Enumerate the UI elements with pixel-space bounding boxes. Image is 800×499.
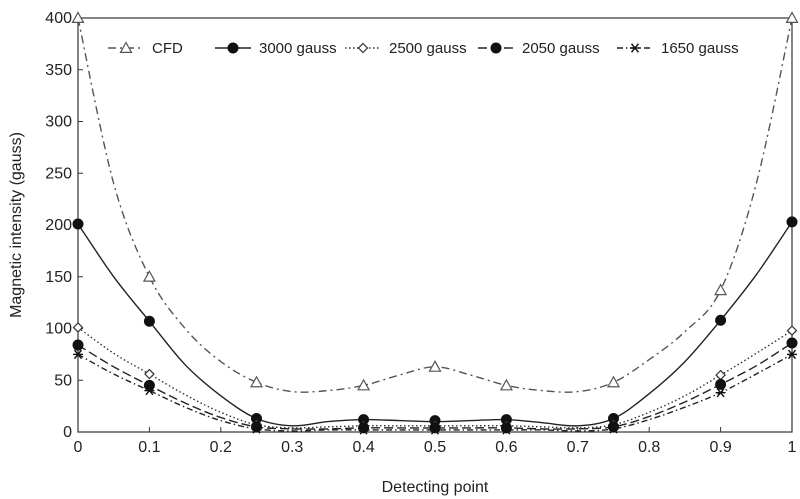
data-point [714, 283, 728, 296]
y-tick-label: 100 [45, 321, 72, 338]
series-line [77, 17, 793, 393]
data-point [715, 369, 726, 381]
legend: CFD 3000 gauss 2500 gauss 2050 gauss 1650 ga… [108, 40, 739, 57]
series-2500-gauss [72, 322, 798, 432]
data-point [251, 424, 262, 434]
series-line [77, 353, 793, 432]
data-point [72, 339, 84, 351]
series-line [77, 342, 793, 430]
x-tick-label: 0.1 [138, 439, 160, 456]
data-point [72, 322, 84, 333]
y-axis: 0 50 100 150 200 250 300 350 400 [45, 10, 83, 441]
legend-label: 3000 gauss [259, 40, 337, 57]
y-axis-title: Magnetic intensity (gauss) [8, 132, 25, 318]
legend-marker [119, 41, 133, 54]
series-layer [71, 11, 799, 435]
legend-marker [630, 43, 640, 53]
x-tick-label: 0.7 [567, 439, 589, 456]
series-line [77, 326, 793, 429]
x-tick-label: 0.2 [210, 439, 232, 456]
data-point [144, 385, 155, 396]
x-axis: 0 0.1 0.2 0.3 0.4 0.5 0.6 0.7 0.8 0.9 1 [74, 427, 797, 456]
data-point [358, 422, 370, 434]
data-point [787, 349, 797, 360]
legend-label: 1650 gauss [661, 40, 739, 57]
series-3000-gauss [72, 216, 798, 427]
data-point [499, 378, 513, 391]
series-line [77, 221, 793, 427]
data-point [785, 11, 799, 23]
data-point [501, 425, 512, 435]
y-tick-label: 250 [45, 165, 72, 182]
data-point [500, 422, 512, 434]
y-tick-label: 50 [54, 372, 72, 389]
data-point [71, 11, 85, 23]
data-point [143, 315, 155, 327]
x-tick-label: 0.3 [281, 439, 303, 456]
legend-label: CFD [152, 40, 183, 57]
data-point [606, 375, 621, 388]
data-point [251, 421, 262, 433]
data-point [357, 378, 371, 391]
x-tick-label: 1 [788, 439, 797, 456]
data-point [715, 387, 726, 398]
legend-item: 2050 gauss [478, 40, 600, 57]
legend-label: 2050 gauss [522, 40, 600, 57]
data-point [608, 421, 619, 433]
legend-marker [357, 42, 369, 54]
series-1650-gauss [73, 349, 797, 435]
data-point [430, 425, 440, 435]
legend-item: 2500 gauss [345, 40, 467, 57]
data-point [715, 378, 727, 390]
data-point [72, 218, 84, 230]
series-cfd [71, 11, 799, 393]
legend-item: CFD [108, 40, 183, 57]
data-point [143, 379, 155, 391]
data-point [428, 360, 442, 372]
x-tick-label: 0 [74, 439, 83, 456]
x-tick-label: 0.5 [424, 439, 446, 456]
x-tick-label: 0.8 [638, 439, 660, 456]
y-tick-label: 200 [45, 217, 72, 234]
legend-item: 3000 gauss [215, 40, 337, 57]
x-tick-label: 0.9 [709, 439, 731, 456]
y-tick-label: 150 [45, 269, 72, 286]
data-point [249, 375, 264, 388]
data-point [608, 424, 619, 434]
data-point [358, 425, 369, 435]
y-tick-label: 400 [45, 10, 72, 27]
y-tick-label: 300 [45, 114, 72, 131]
x-tick-label: 0.4 [352, 439, 374, 456]
x-tick-label: 0.6 [495, 439, 517, 456]
data-point [786, 337, 798, 349]
y-tick-label: 0 [63, 424, 72, 441]
data-point [142, 270, 156, 282]
legend-marker [227, 42, 239, 54]
data-point [786, 325, 798, 336]
legend-item: 1650 gauss [617, 40, 739, 57]
x-axis-title: Detecting point [382, 479, 489, 496]
legend-marker [490, 42, 502, 54]
data-point [144, 368, 155, 380]
data-point [715, 314, 727, 326]
data-point [786, 216, 798, 228]
data-point [429, 422, 441, 434]
data-point [73, 349, 83, 360]
y-tick-label: 350 [45, 62, 72, 79]
legend-label: 2500 gauss [389, 40, 467, 57]
